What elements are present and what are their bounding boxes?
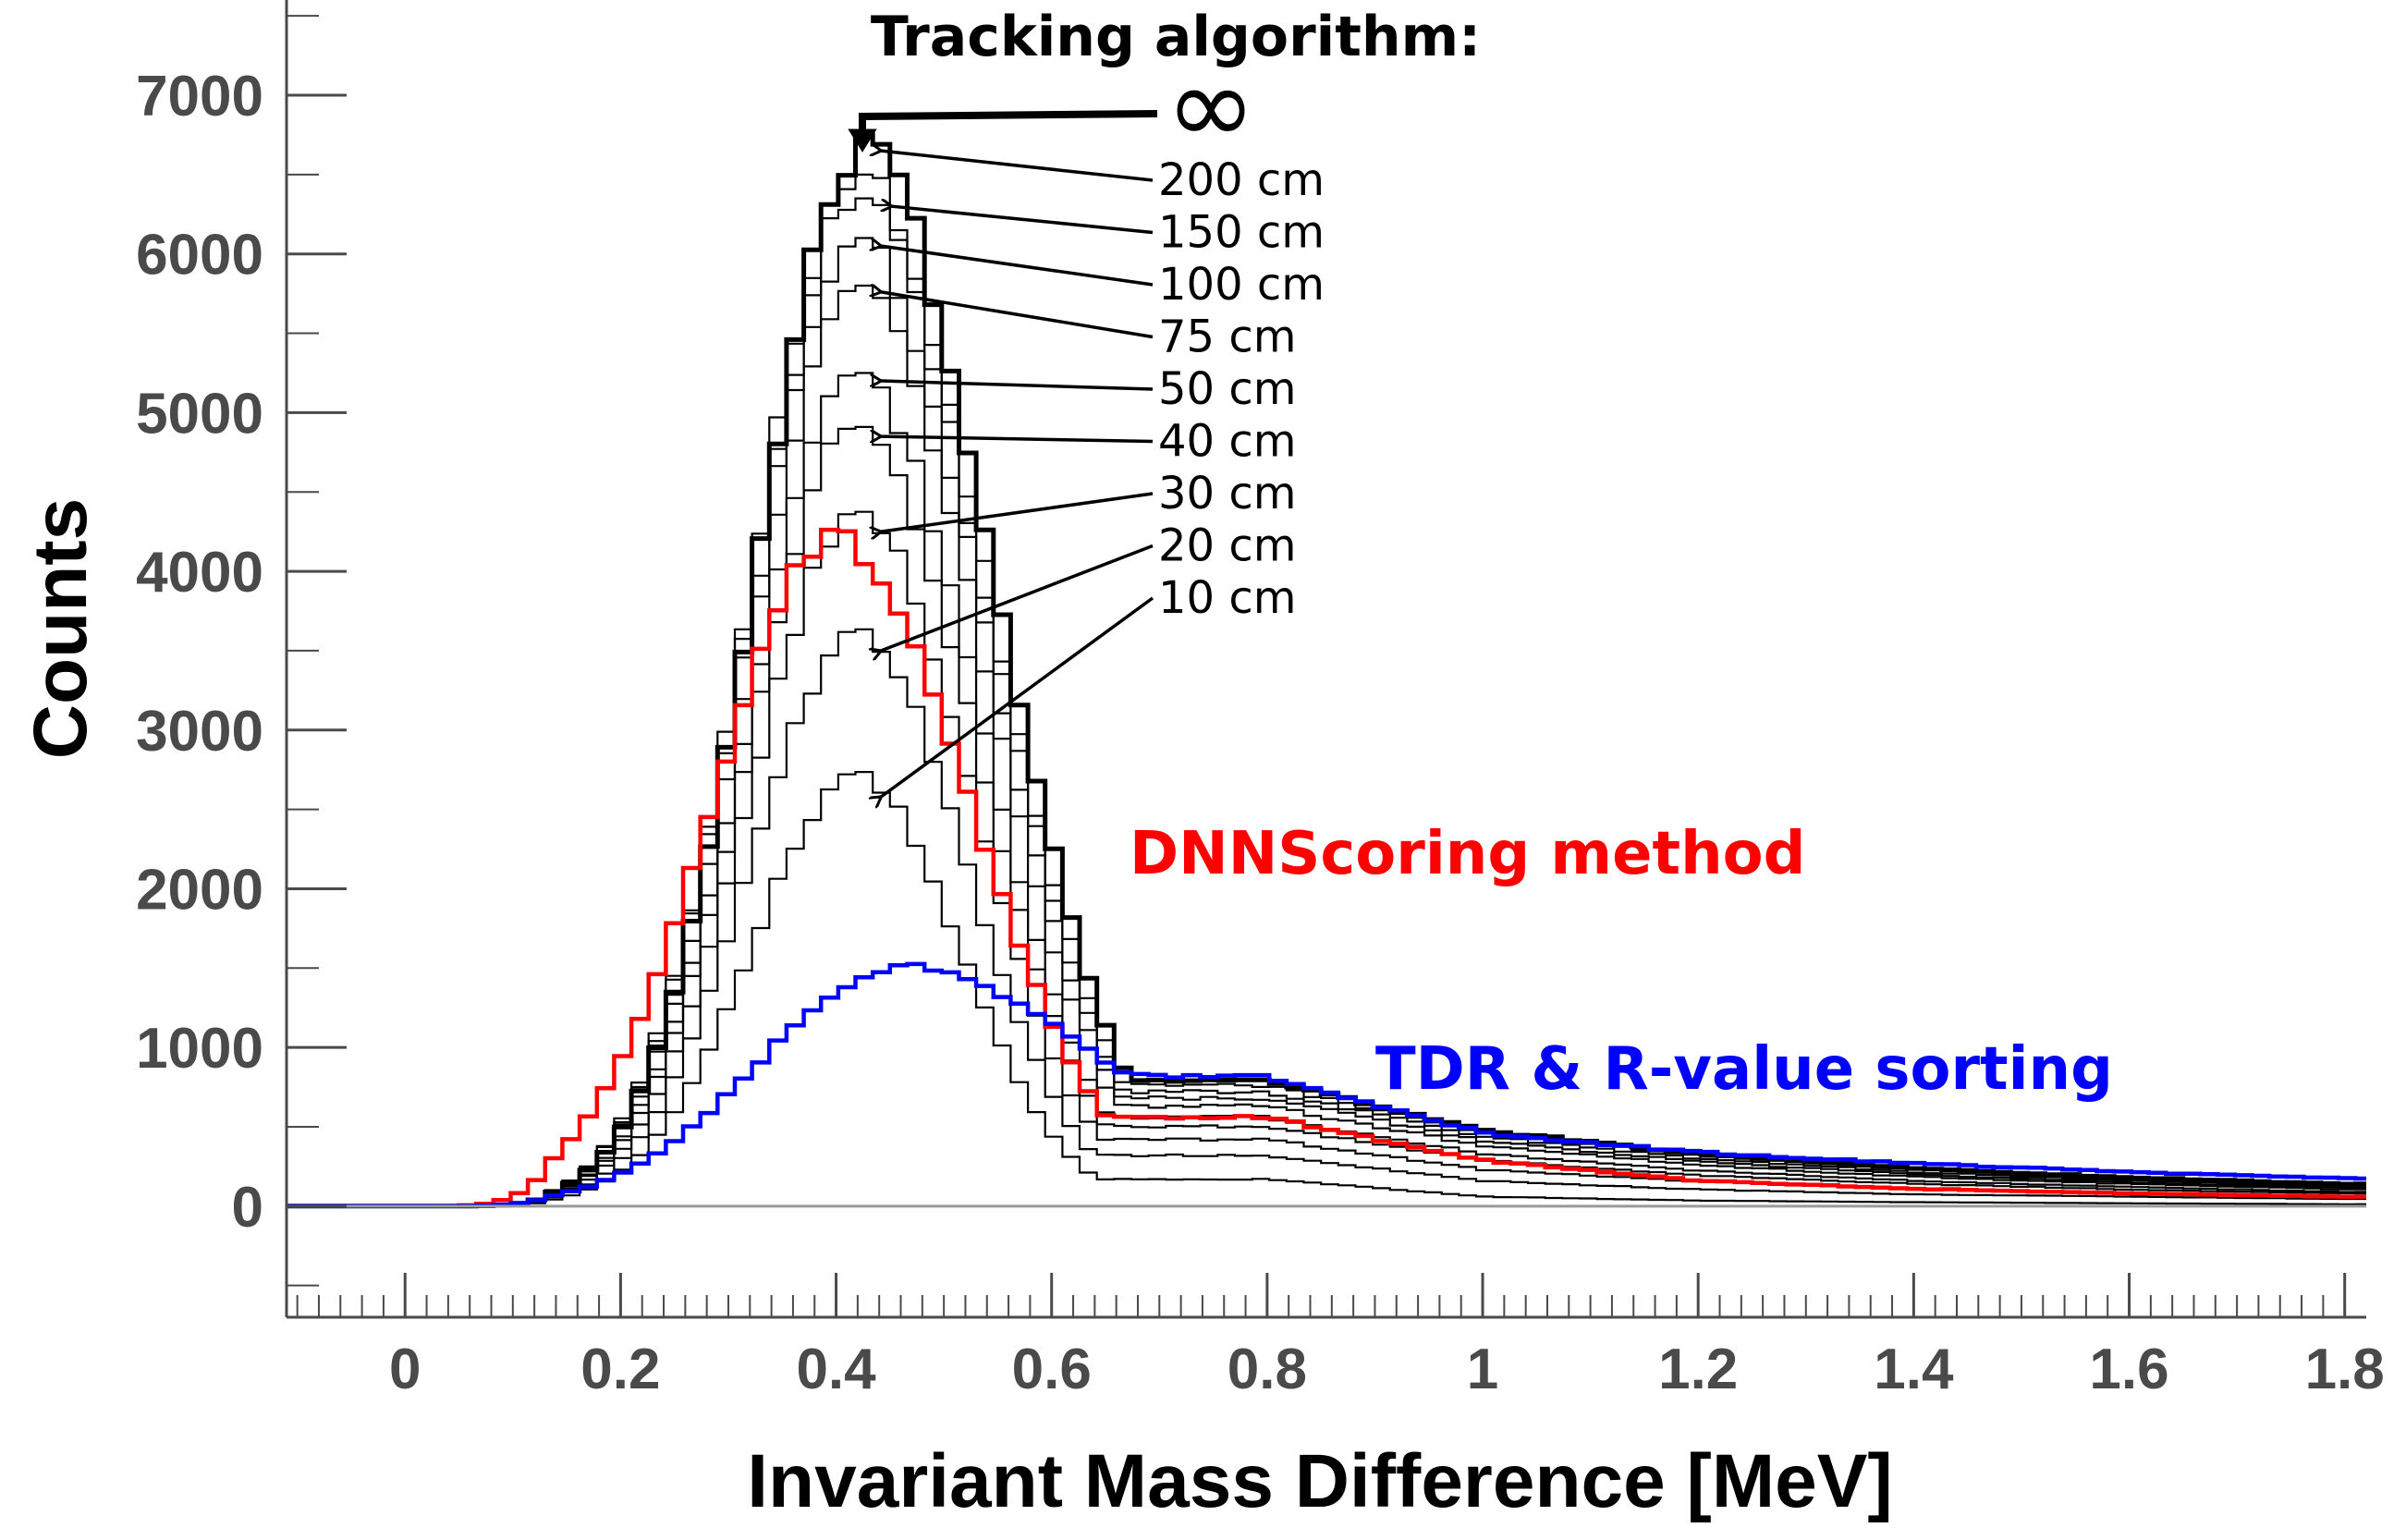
x-tick-label-5: 1 bbox=[1467, 1338, 1498, 1401]
y-tick-label-6: 6000 bbox=[136, 224, 263, 287]
y-tick-label-3: 3000 bbox=[136, 700, 263, 764]
y-axis-title: Counts bbox=[18, 498, 103, 759]
tdr-method-label: TDR & R-value sorting bbox=[1375, 1035, 2113, 1104]
axes-group: 0 0.2 0.4 0.6 0.8 1 1.2 1.4 1.6 1.8 0 1000 2000 3000 4… bbox=[136, 0, 2385, 1401]
annotation-arrow-7 bbox=[881, 544, 1154, 651]
dnn-method-label: DNNScoring method bbox=[1130, 820, 1805, 888]
annotation-arrow-8 bbox=[881, 596, 1154, 797]
x-axis-title: Invariant Mass Difference [MeV] bbox=[747, 1439, 1893, 1523]
series-line-dnnscoring-method bbox=[287, 527, 2366, 1209]
annotation-arrow-0 bbox=[881, 151, 1154, 182]
y-tick-label-4: 4000 bbox=[136, 541, 263, 605]
annotation-label-3: 75 cm bbox=[1158, 312, 1296, 363]
x-tick-label-4: 0.8 bbox=[1227, 1338, 1307, 1401]
x-tick-label-9: 1.8 bbox=[2305, 1338, 2385, 1401]
annotation-arrow-3 bbox=[881, 292, 1154, 339]
annotation-arrow-2 bbox=[881, 246, 1154, 287]
x-tick-label-1: 0.2 bbox=[580, 1338, 660, 1401]
annotation-label-5: 40 cm bbox=[1158, 416, 1296, 468]
x-tick-label-8: 1.6 bbox=[2089, 1338, 2168, 1401]
annotation-label-4: 50 cm bbox=[1158, 363, 1296, 415]
series-line-10-cm bbox=[287, 771, 2366, 1207]
annotation-label-8: 10 cm bbox=[1158, 572, 1296, 624]
infinity-arrow bbox=[859, 110, 1158, 139]
y-tick-label-7: 7000 bbox=[136, 65, 263, 128]
x-tick-label-2: 0.4 bbox=[796, 1338, 876, 1401]
annotation-label-0: 200 cm bbox=[1158, 154, 1325, 206]
series-line-tdr-r-value-sorting bbox=[287, 961, 2366, 1209]
series-group bbox=[287, 132, 2366, 1209]
x-tick-label-6: 1.2 bbox=[1658, 1338, 1738, 1401]
y-tick-label-5: 5000 bbox=[136, 382, 263, 446]
x-tick-label-0: 0 bbox=[389, 1338, 421, 1401]
infinity-arrowhead bbox=[848, 128, 877, 153]
annotation-label-6: 30 cm bbox=[1158, 468, 1296, 519]
annotation-label-2: 100 cm bbox=[1158, 259, 1325, 311]
x-tick-label-3: 0.6 bbox=[1012, 1338, 1092, 1401]
tracking-algorithm-title: Tracking algorithm: bbox=[871, 5, 1481, 69]
annotation-label-1: 150 cm bbox=[1158, 207, 1325, 259]
annotation-label-7: 20 cm bbox=[1158, 520, 1296, 572]
annotation-arrow-5 bbox=[881, 436, 1154, 444]
y-tick-label-2: 2000 bbox=[136, 858, 263, 922]
annotation-arrow-1 bbox=[892, 206, 1154, 235]
y-tick-label-0: 0 bbox=[232, 1176, 263, 1240]
annotation-arrow-4 bbox=[881, 381, 1154, 391]
infinity-symbol: ∞ bbox=[1166, 42, 1256, 169]
annotation-arrow-6 bbox=[881, 492, 1154, 532]
y-tick-label-1: 1000 bbox=[136, 1017, 263, 1081]
x-tick-label-7: 1.4 bbox=[1874, 1338, 1954, 1401]
